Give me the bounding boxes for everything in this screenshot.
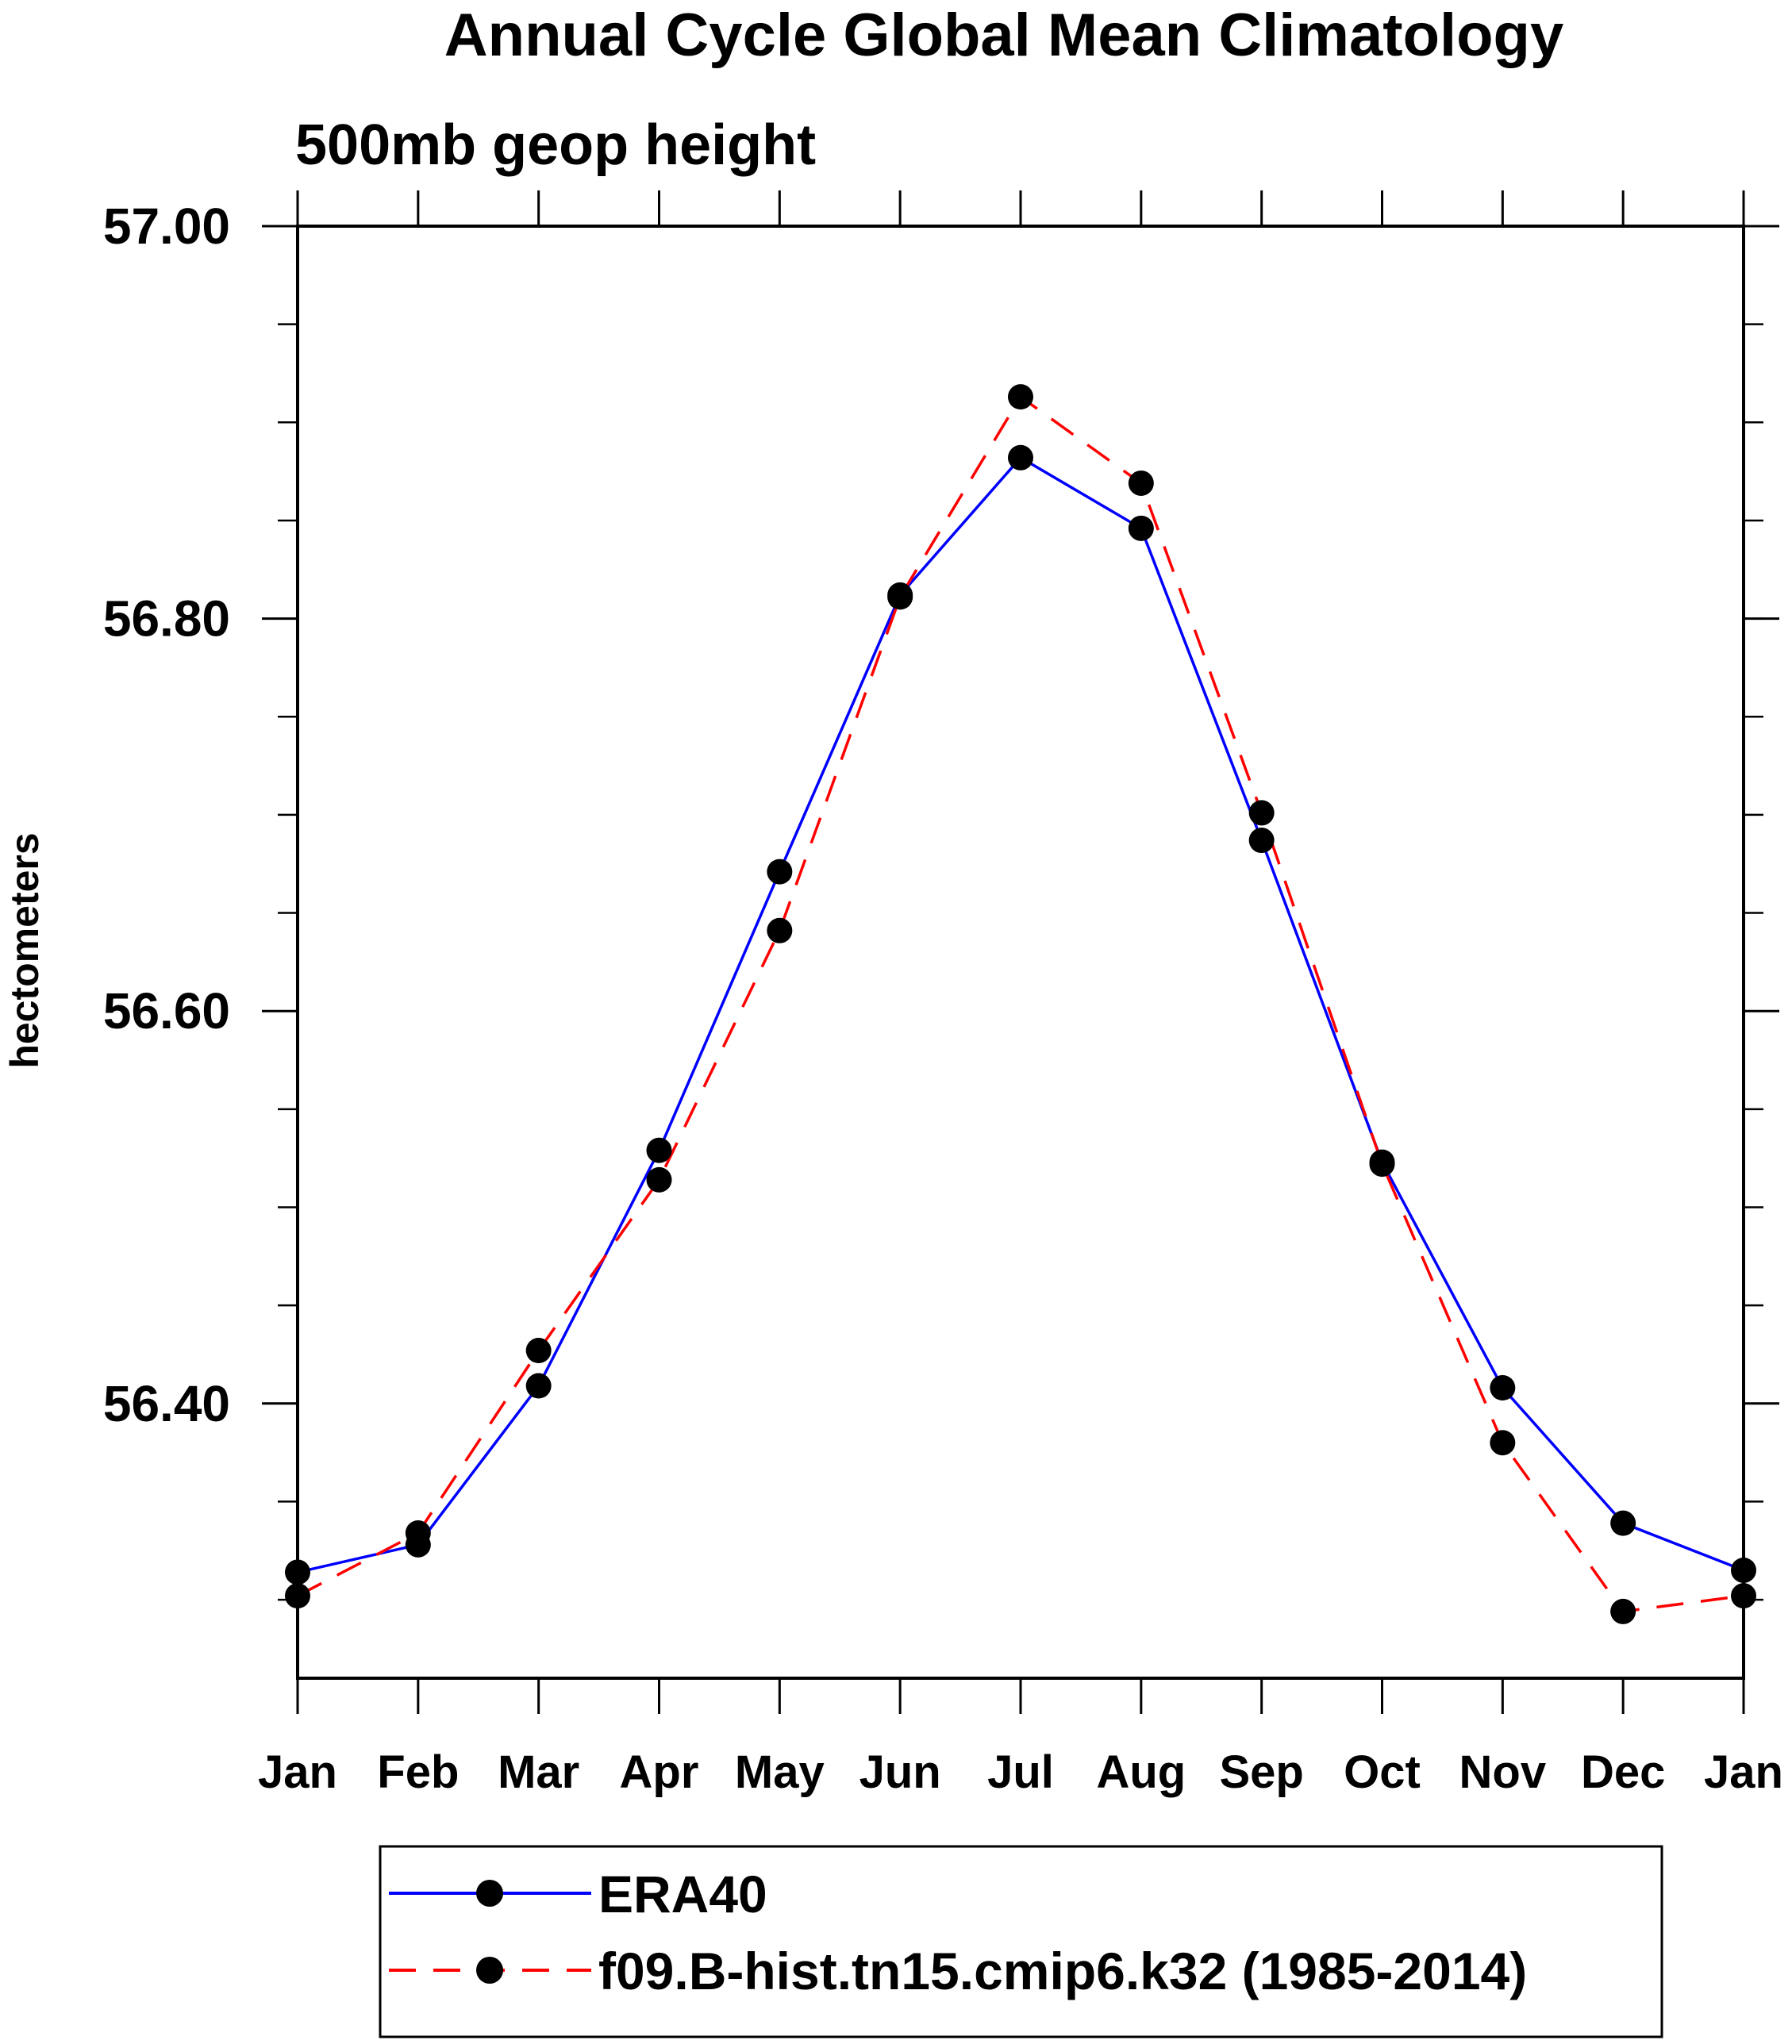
- data-point-series-0: [1248, 828, 1275, 854]
- legend: ERA40 f09.B-hist.tn15.cmip6.k32 (1985-20…: [379, 1845, 1663, 2038]
- legend-marker-model: [476, 1957, 503, 1984]
- y-axis-label: hectometers: [2, 832, 47, 1068]
- data-point-series-1: [1490, 1430, 1516, 1456]
- x-tick-label: Feb: [377, 1746, 459, 1798]
- legend-label-era40: ERA40: [598, 1865, 767, 1923]
- data-point-series-1: [1610, 1598, 1636, 1624]
- data-point-series-1: [1128, 470, 1154, 496]
- data-point-series-0: [1490, 1375, 1516, 1400]
- x-tick-label: Oct: [1344, 1746, 1421, 1798]
- data-point-series-1: [405, 1520, 431, 1546]
- series-line-1: [297, 394, 1744, 1613]
- x-tick-label: May: [735, 1746, 825, 1798]
- x-tick-label: Mar: [498, 1746, 579, 1798]
- chart-title: Annual Cycle Global Mean Climatology: [444, 2, 1563, 69]
- x-tick-label: Jul: [987, 1746, 1054, 1798]
- x-tick-label: Sep: [1219, 1746, 1303, 1798]
- axis-ticks: [262, 190, 1779, 1714]
- data-point-series-1: [1248, 800, 1275, 826]
- legend-label-model: f09.B-hist.tn15.cmip6.k32 (1985-2014): [598, 1942, 1527, 2000]
- y-tick-label: 56.60: [103, 982, 230, 1039]
- y-tick-label: 56.40: [103, 1375, 230, 1432]
- x-tick-label: Dec: [1581, 1746, 1665, 1798]
- data-point-series-1: [646, 1166, 672, 1193]
- data-point-series-0: [1610, 1510, 1636, 1536]
- series-line-0: [297, 455, 1744, 1574]
- data-point-series-0: [525, 1373, 552, 1399]
- y-tick-label: 56.80: [103, 590, 230, 647]
- data-point-series-1: [1369, 1151, 1395, 1178]
- x-tick-label: Jun: [859, 1746, 941, 1798]
- data-point-series-1: [1008, 384, 1033, 410]
- x-tick-label: Jan: [1704, 1746, 1783, 1798]
- y-tick-label: 57.00: [103, 198, 230, 255]
- x-tick-label: Aug: [1096, 1746, 1186, 1798]
- plot-frame: [296, 225, 1745, 1680]
- data-point-series-1: [887, 584, 913, 610]
- data-point-series-0: [646, 1137, 672, 1163]
- chart-subtitle: 500mb geop height: [295, 113, 816, 177]
- legend-marker-era40: [476, 1880, 503, 1907]
- legend-box: [379, 1845, 1663, 2038]
- data-point-series-1: [767, 917, 793, 943]
- x-tick-label: Nov: [1459, 1746, 1547, 1798]
- tick-labels: Jan Feb Mar Apr May Jun Jul Aug Sep Oct Nov Dec Jan 5…: [103, 198, 1783, 1798]
- series-layer: [285, 384, 1756, 1624]
- x-tick-label: Jan: [258, 1746, 337, 1798]
- data-point-series-1: [525, 1338, 552, 1364]
- data-point-series-0: [1008, 444, 1033, 471]
- data-point-series-0: [1128, 515, 1154, 541]
- x-tick-label: Apr: [620, 1746, 699, 1798]
- data-point-series-0: [767, 859, 793, 885]
